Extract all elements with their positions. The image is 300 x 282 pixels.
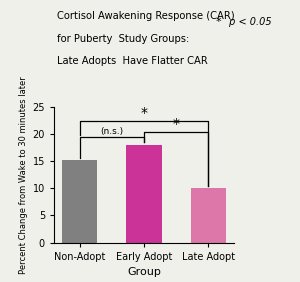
Text: *: * bbox=[216, 17, 222, 27]
Text: Late Adopts  Have Flatter CAR: Late Adopts Have Flatter CAR bbox=[57, 56, 208, 66]
Text: *: * bbox=[172, 117, 180, 131]
Text: *: * bbox=[140, 106, 148, 120]
Y-axis label: Percent Change from Wake to 30 minutes later: Percent Change from Wake to 30 minutes l… bbox=[19, 76, 28, 274]
Text: for Puberty  Study Groups:: for Puberty Study Groups: bbox=[57, 34, 189, 44]
Bar bbox=[190, 188, 226, 243]
Text: Cortisol Awakening Response (CAR): Cortisol Awakening Response (CAR) bbox=[57, 11, 235, 21]
Bar bbox=[126, 144, 162, 243]
Text: p < 0.05: p < 0.05 bbox=[226, 17, 272, 27]
X-axis label: Group: Group bbox=[127, 267, 161, 277]
Text: (n.s.): (n.s.) bbox=[100, 127, 124, 136]
Bar bbox=[62, 160, 98, 243]
